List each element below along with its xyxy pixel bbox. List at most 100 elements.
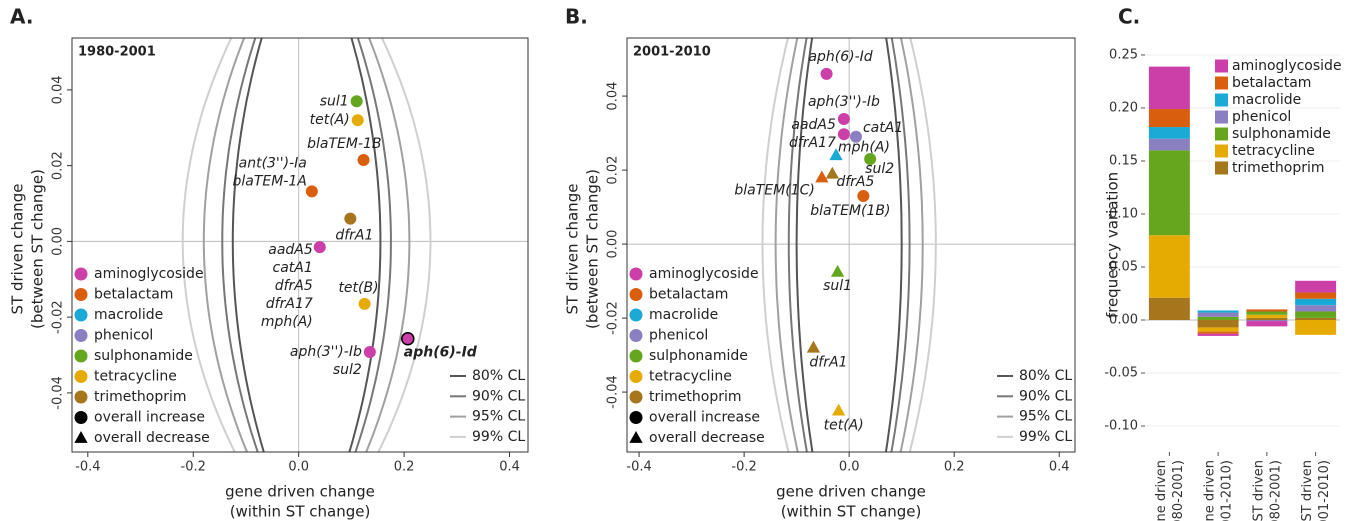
point [830, 264, 845, 277]
legend-label: trimethoprim [649, 389, 741, 405]
legend-label: phenicol [1232, 109, 1291, 125]
point-label: mph(A) [838, 139, 890, 155]
legend-label: 90% CL [1019, 388, 1072, 404]
y-tick-label: 0.02 [51, 151, 66, 180]
y-tick-label: 0.25 [1109, 47, 1138, 62]
y-tick-label: -0.04 [51, 376, 66, 410]
legend-swatch [1215, 161, 1228, 175]
bar-segment [1295, 311, 1337, 318]
point [806, 340, 821, 353]
x-tick-label: (1980-2001) [1268, 460, 1283, 521]
legend-label: 95% CL [472, 409, 525, 425]
x-tick-label: 0.0 [288, 460, 309, 475]
legend-label: aminoglycoside [94, 266, 204, 282]
point-label: sul1 [823, 278, 852, 294]
bar-segment [1295, 292, 1337, 299]
point [351, 114, 364, 127]
confidence-contour [365, 37, 411, 453]
confidence-contour [787, 37, 808, 453]
legend-label: overall increase [649, 410, 760, 426]
legend-label: sulphonamide [649, 348, 748, 364]
point-label: aph(6)-Id [808, 49, 872, 65]
legend-label: betalactam [94, 287, 173, 303]
confidence-contour [774, 37, 799, 453]
confidence-contour [908, 37, 937, 453]
bar-segment [1246, 314, 1288, 318]
bar-segment [1197, 312, 1239, 317]
legend-swatch [1215, 59, 1228, 73]
y-tick-label: 0.04 [606, 82, 621, 111]
bar-segment [1246, 309, 1288, 312]
panel-letter: C. [1118, 5, 1140, 29]
confidence-contour [377, 37, 432, 453]
legend-swatch [1215, 110, 1228, 124]
y-axis-title: (between ST change) [29, 169, 47, 329]
confidence-contour [231, 37, 265, 453]
point [313, 241, 326, 254]
x-tick-label: (2001-2010) [1317, 460, 1332, 521]
legend-label: 99% CL [472, 429, 525, 445]
legend-label: tetracycline [649, 369, 732, 385]
x-tick-label: ST driven [1251, 460, 1266, 521]
legend-label: macrolide [649, 307, 718, 323]
legend-label: 80% CL [1019, 368, 1072, 384]
bar-segment [1246, 321, 1288, 327]
y-tick-label: 0.15 [1109, 153, 1138, 168]
point-label: sul1 [320, 93, 349, 109]
point-label: aph(3'')-Ib [808, 94, 880, 110]
y-axis-title: frequency variation [1104, 172, 1122, 318]
bar-segment [1148, 150, 1190, 236]
point-label: aadA5 [268, 242, 313, 258]
legend-marker [629, 308, 643, 322]
x-tick-label: (2001-2010) [1220, 460, 1235, 521]
legend-marker [74, 329, 88, 342]
bar-segment [1246, 317, 1288, 321]
point-label: tet(B) [338, 280, 378, 296]
point [350, 95, 363, 108]
point [837, 128, 850, 141]
point [832, 403, 846, 416]
legend-label: betalactam [1232, 75, 1311, 91]
point [363, 346, 376, 359]
point [358, 297, 371, 310]
legend-label: sulphonamide [1232, 126, 1331, 142]
plot-frame [71, 37, 529, 453]
x-tick-label: 0.0 [839, 460, 860, 475]
point [305, 185, 318, 198]
bar-segment [1295, 280, 1337, 293]
legend-marker [74, 308, 88, 322]
legend-marker [74, 370, 88, 383]
bar-segment [1148, 297, 1190, 321]
confidence-contour [890, 37, 911, 453]
bar-segment [1295, 320, 1337, 335]
point [401, 331, 415, 346]
point [357, 153, 370, 166]
legend-swatch [1215, 76, 1228, 90]
legend-label: trimethoprim [1232, 160, 1324, 176]
bar-segment [1197, 333, 1239, 336]
point [837, 113, 850, 126]
legend-swatch [1215, 93, 1228, 107]
legend-marker [629, 370, 643, 383]
x-axis-title: gene driven change [225, 483, 375, 501]
bar-segment [1148, 138, 1190, 151]
legend-label: sulphonamide [94, 348, 193, 364]
x-tick-label: ST driven [1300, 460, 1315, 521]
point-label: blaTEM-1B [307, 136, 381, 152]
y-tick-label: 0.00 [606, 230, 621, 259]
point-label: blaTEM(1B) [810, 203, 890, 219]
bar-segment [1197, 331, 1239, 334]
legend-marker [74, 390, 88, 404]
x-tick-label: 0.2 [944, 460, 965, 475]
legend-swatch [1215, 127, 1228, 141]
confidence-contour [795, 37, 814, 453]
x-tick-label: 0.4 [1049, 460, 1070, 475]
legend-swatch [1215, 144, 1228, 158]
x-axis-title: (within ST change) [230, 503, 371, 521]
x-tick-label: -0.2 [181, 460, 206, 475]
legend-marker [629, 411, 643, 424]
legend-label: aminoglycoside [1232, 58, 1342, 74]
bar-segment [1197, 320, 1239, 328]
point [344, 212, 357, 225]
legend-label: aminoglycoside [649, 266, 759, 282]
